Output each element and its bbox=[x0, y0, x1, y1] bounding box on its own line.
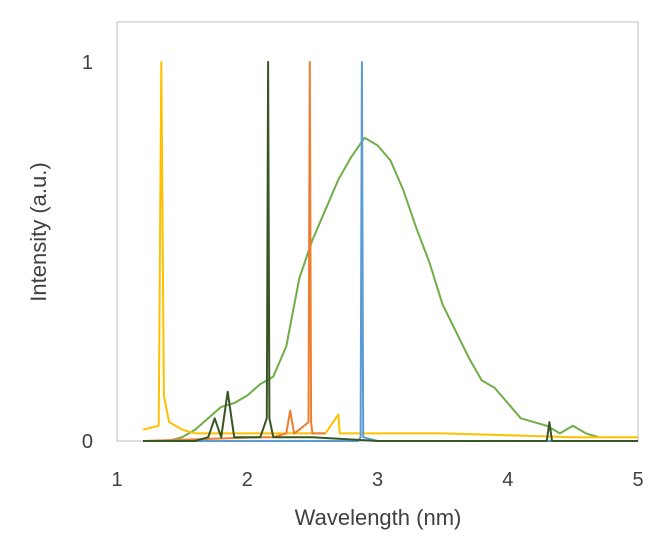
series-line-4 bbox=[143, 61, 638, 442]
series-line-1 bbox=[143, 136, 600, 442]
x-tick-label: 5 bbox=[632, 469, 643, 491]
y-axis-label: Intensity (a.u.) bbox=[26, 162, 51, 301]
x-tick-label: 2 bbox=[242, 469, 253, 491]
y-tick-labels: 01 bbox=[82, 52, 93, 453]
series-group bbox=[142, 61, 638, 442]
x-tick-label: 1 bbox=[111, 469, 122, 491]
plot-frame bbox=[116, 21, 639, 442]
x-axis-label: Wavelength (nm) bbox=[295, 505, 462, 530]
y-tick-label: 1 bbox=[82, 52, 93, 74]
x-tick-label: 3 bbox=[372, 469, 383, 491]
y-tick-label: 0 bbox=[82, 431, 93, 453]
x-tick-label: 4 bbox=[502, 469, 513, 491]
series-line-3 bbox=[142, 61, 326, 442]
series-line-2 bbox=[142, 61, 638, 439]
series-line-5 bbox=[143, 61, 638, 442]
x-tick-labels: 1 2 3 4 5 bbox=[111, 469, 643, 491]
